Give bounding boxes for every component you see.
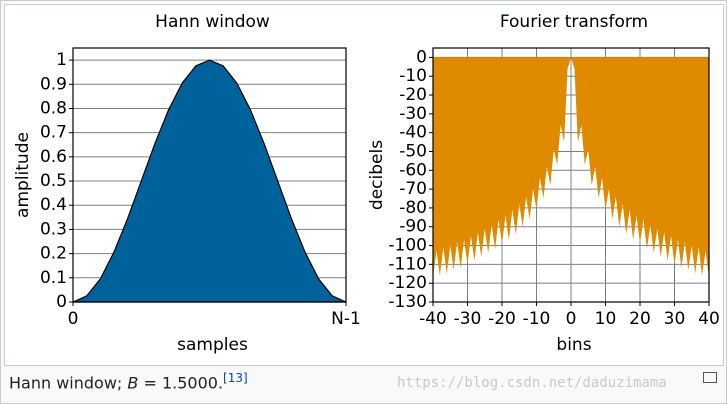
image: 0 0.1 0.2 0.3 0.4 0.5 0.6 0.7 0.8 0.9 1 0 N-1 Hann wi…: [4, 4, 724, 366]
x-tick-label: -30: [454, 309, 482, 329]
caption: Hann window; B = 1.5000.[13]: [9, 371, 248, 392]
y-axis-title: decibels: [367, 140, 387, 210]
y-tick-label: 0.7: [40, 123, 67, 143]
area: [433, 57, 709, 278]
y-tick-label: -70: [399, 179, 427, 199]
x-tick-label: 10: [595, 309, 617, 329]
y-tick-label: -30: [399, 104, 427, 124]
y-tick-label: -40: [399, 123, 427, 143]
x-tick-label: -10: [523, 309, 551, 329]
y-tick-label: 0.4: [40, 195, 67, 215]
y-tick-label: -60: [399, 160, 427, 180]
x-tick-label: 40: [698, 309, 720, 329]
y-tick-label: 0.8: [40, 98, 67, 118]
caption-value: = 1.5000.: [143, 373, 224, 393]
caption-text: Hann window;: [9, 373, 123, 393]
x-tick-label: 30: [664, 309, 686, 329]
area: [72, 59, 347, 303]
y-tick-label: -90: [399, 217, 427, 237]
y-tick-label: -80: [399, 198, 427, 218]
y-tick-label: 0.5: [40, 171, 67, 191]
watermark: https://blog.csdn.net/daduzimama: [397, 375, 667, 391]
chart-title: Fourier transform: [500, 12, 648, 32]
x-tick-label: N-1: [331, 309, 361, 329]
x-axis-title: samples: [177, 335, 248, 355]
y-tick-label: -50: [399, 141, 427, 161]
x-tick-label: 0: [566, 309, 577, 329]
y-tick-label: -130: [388, 292, 427, 312]
y-tick-label: 1: [56, 50, 67, 70]
x-tick-label: 20: [629, 309, 651, 329]
y-tick-label: 0: [416, 47, 427, 67]
plot-frame: [72, 47, 347, 303]
chart-title: Hann window: [155, 12, 270, 32]
caption-symbol: B: [127, 373, 139, 393]
plot-frame: [432, 47, 710, 303]
enlarge-icon[interactable]: [703, 372, 717, 383]
x-tick-label: 0: [68, 309, 79, 329]
y-tick-label: -110: [388, 254, 427, 274]
y-tick-label: -100: [388, 236, 427, 256]
y-tick-label: 0: [56, 292, 67, 312]
x-tick-label: -40: [419, 309, 447, 329]
y-tick-label: 0.6: [40, 147, 67, 167]
caption-ref[interactable]: [13]: [223, 371, 248, 385]
y-tick-label: -120: [388, 273, 427, 293]
y-tick-label: -20: [399, 85, 427, 105]
y-tick-label: 0.3: [40, 219, 67, 239]
x-axis-title: bins: [556, 335, 591, 355]
y-tick-label: 0.1: [40, 268, 67, 288]
y-axis-title: amplitude: [13, 132, 33, 218]
y-tick-label: -10: [399, 66, 427, 86]
x-tick-label: -20: [488, 309, 516, 329]
y-tick-label: 0.9: [40, 74, 67, 94]
y-tick-label: 0.2: [40, 244, 67, 264]
